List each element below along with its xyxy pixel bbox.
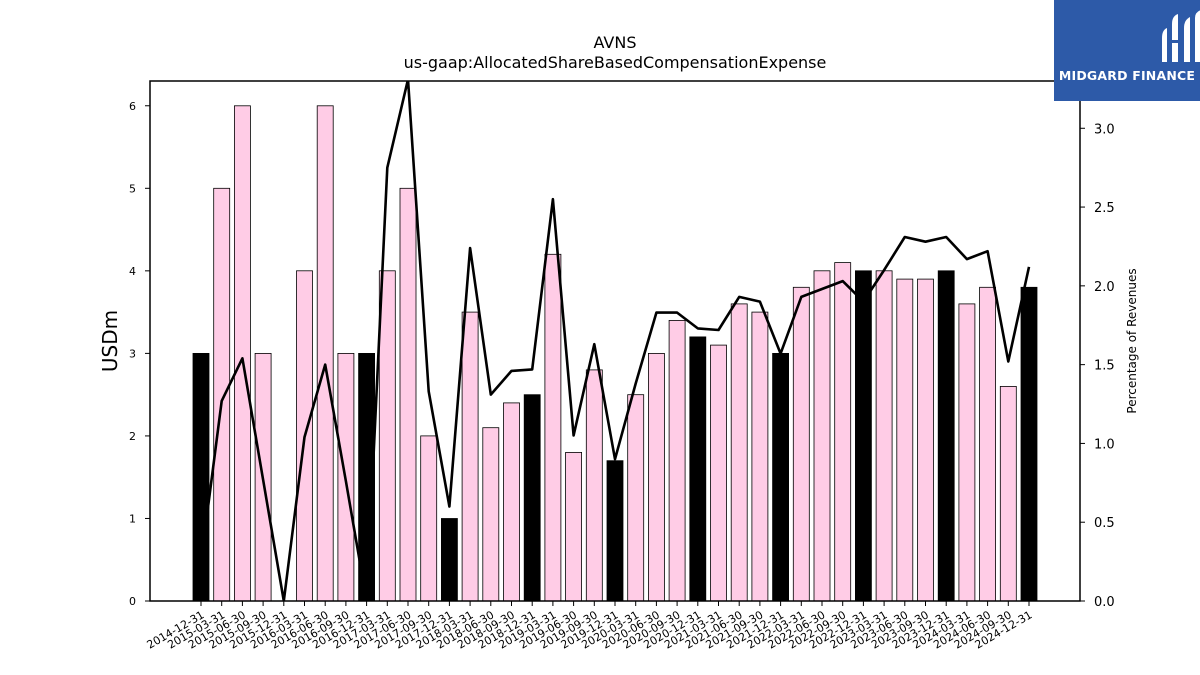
bar	[730, 303, 748, 602]
bar	[420, 435, 438, 602]
y-tick-label: 0	[129, 595, 136, 608]
bar	[440, 518, 458, 602]
chart-title: AVNS	[594, 33, 637, 52]
bar	[378, 270, 396, 602]
bar	[233, 105, 251, 602]
bar	[999, 385, 1017, 602]
y-axis-label: USDm	[98, 310, 122, 372]
y-tick-label: 6	[129, 100, 136, 113]
brand-logo: MIDGARD FINANCE	[1054, 0, 1200, 101]
bar	[668, 319, 686, 602]
bar	[917, 278, 934, 602]
y-tick-label: 1	[129, 512, 136, 525]
bar	[772, 352, 789, 602]
y-tick-label: 2	[129, 430, 136, 443]
plot-area: 01234560.00.51.01.52.02.53.02014-12-3120…	[129, 81, 1115, 652]
y2-tick-label: 1.0	[1094, 437, 1115, 452]
bar	[979, 286, 996, 602]
y2-tick-label: 1.5	[1094, 359, 1115, 374]
bar	[461, 311, 479, 602]
bar	[482, 427, 500, 602]
y2-tick-label: 0.0	[1094, 595, 1115, 610]
series-line	[199, 81, 1031, 601]
bar	[648, 352, 665, 602]
midgard-logo-icon	[1162, 10, 1200, 62]
chart-subtitle: us-gaap:AllocatedShareBasedCompensationE…	[404, 53, 827, 72]
y-tick-label: 4	[129, 265, 136, 278]
bar	[896, 278, 914, 602]
bar	[606, 460, 624, 602]
bar	[937, 270, 955, 602]
bar	[710, 344, 727, 602]
bar	[751, 311, 769, 602]
bar	[958, 303, 976, 602]
bar	[1020, 286, 1038, 602]
y2-tick-label: 0.5	[1094, 516, 1115, 531]
bar	[213, 187, 231, 602]
brand-name: MIDGARD FINANCE	[1058, 68, 1196, 83]
bar	[565, 451, 582, 602]
bar	[689, 336, 707, 602]
plot-frame	[149, 80, 1081, 602]
bar	[316, 105, 334, 602]
bar	[855, 270, 872, 602]
y2-tick-label: 2.0	[1094, 280, 1115, 295]
bar	[192, 352, 210, 602]
bar	[834, 262, 852, 602]
y2-axis-label: Percentage of Revenues	[1125, 268, 1139, 413]
bar	[523, 394, 541, 602]
bar	[813, 270, 831, 602]
bar	[399, 187, 417, 602]
bar	[875, 270, 893, 602]
bar	[503, 402, 520, 602]
y2-tick-label: 2.5	[1094, 201, 1115, 216]
y-tick-label: 5	[129, 182, 136, 195]
bar	[544, 253, 562, 602]
bar	[627, 394, 645, 602]
y2-tick-label: 3.0	[1094, 122, 1115, 137]
bar	[585, 369, 603, 602]
bar	[792, 286, 810, 602]
y-tick-label: 3	[129, 347, 136, 360]
